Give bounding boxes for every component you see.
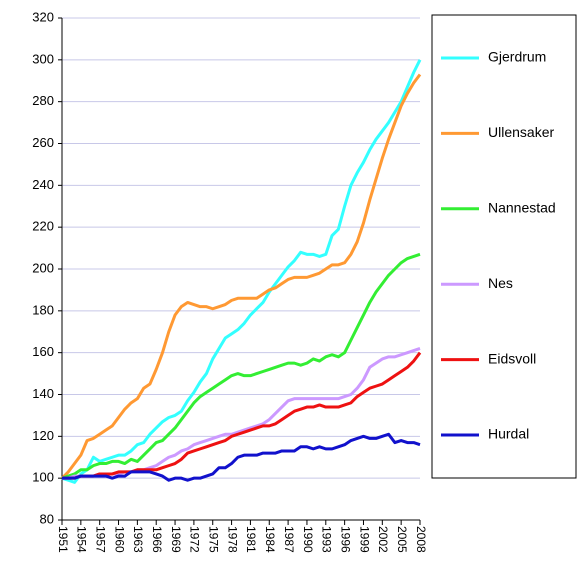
x-tick-label: 1954 xyxy=(75,526,89,553)
line-series xyxy=(60,73,422,480)
legend-label: Hurdal xyxy=(488,426,529,442)
y-tick-label: 220 xyxy=(32,219,54,234)
x-tick-label: 1999 xyxy=(357,526,371,553)
y-tick-label: 200 xyxy=(32,260,54,275)
x-tick-label: 1966 xyxy=(150,526,164,553)
x-tick-label: 1996 xyxy=(338,526,352,553)
line-series xyxy=(62,347,421,480)
x-tick-label: 1960 xyxy=(112,526,126,553)
x-tick-label: 1972 xyxy=(188,526,202,553)
legend-label: Eidsvoll xyxy=(488,350,536,366)
legend-label: Nannestad xyxy=(488,200,556,216)
line-series xyxy=(61,59,422,484)
x-tick-label: 1963 xyxy=(131,526,145,553)
x-tick-label: 1957 xyxy=(94,526,108,553)
x-tick-label: 1975 xyxy=(207,526,221,553)
legend-box xyxy=(431,14,577,479)
y-tick-label: 240 xyxy=(32,177,54,192)
y-tick-label: 120 xyxy=(32,428,54,443)
x-tick-label: 1951 xyxy=(56,526,70,553)
y-tick-label: 140 xyxy=(32,386,54,401)
y-tick-label: 300 xyxy=(32,51,54,66)
line-series xyxy=(62,351,422,480)
x-tick-label: 1993 xyxy=(320,526,334,553)
x-tick-label: 1981 xyxy=(244,526,258,553)
legend-label: Ullensaker xyxy=(488,124,554,140)
y-tick-label: 320 xyxy=(32,9,54,24)
legend-label: Gjerdrum xyxy=(488,49,546,65)
x-tick-label: 1990 xyxy=(301,526,315,553)
y-tick-label: 180 xyxy=(32,302,54,317)
x-tick-label: 2008 xyxy=(414,526,428,553)
x-tick-label: 2002 xyxy=(376,526,390,553)
x-tick-label: 1969 xyxy=(169,526,183,553)
x-tick-label: 1987 xyxy=(282,526,296,553)
x-tick-label: 1978 xyxy=(225,526,239,553)
y-tick-label: 280 xyxy=(32,93,54,108)
y-tick-label: 260 xyxy=(32,135,54,150)
legend-label: Nes xyxy=(488,275,513,291)
line-series xyxy=(61,252,421,480)
y-tick-label: 80 xyxy=(40,511,54,526)
y-tick-label: 100 xyxy=(32,470,54,485)
y-tick-label: 160 xyxy=(32,344,54,359)
x-tick-label: 2005 xyxy=(395,526,409,553)
x-tick-label: 1984 xyxy=(263,526,277,553)
line-series xyxy=(62,432,421,482)
